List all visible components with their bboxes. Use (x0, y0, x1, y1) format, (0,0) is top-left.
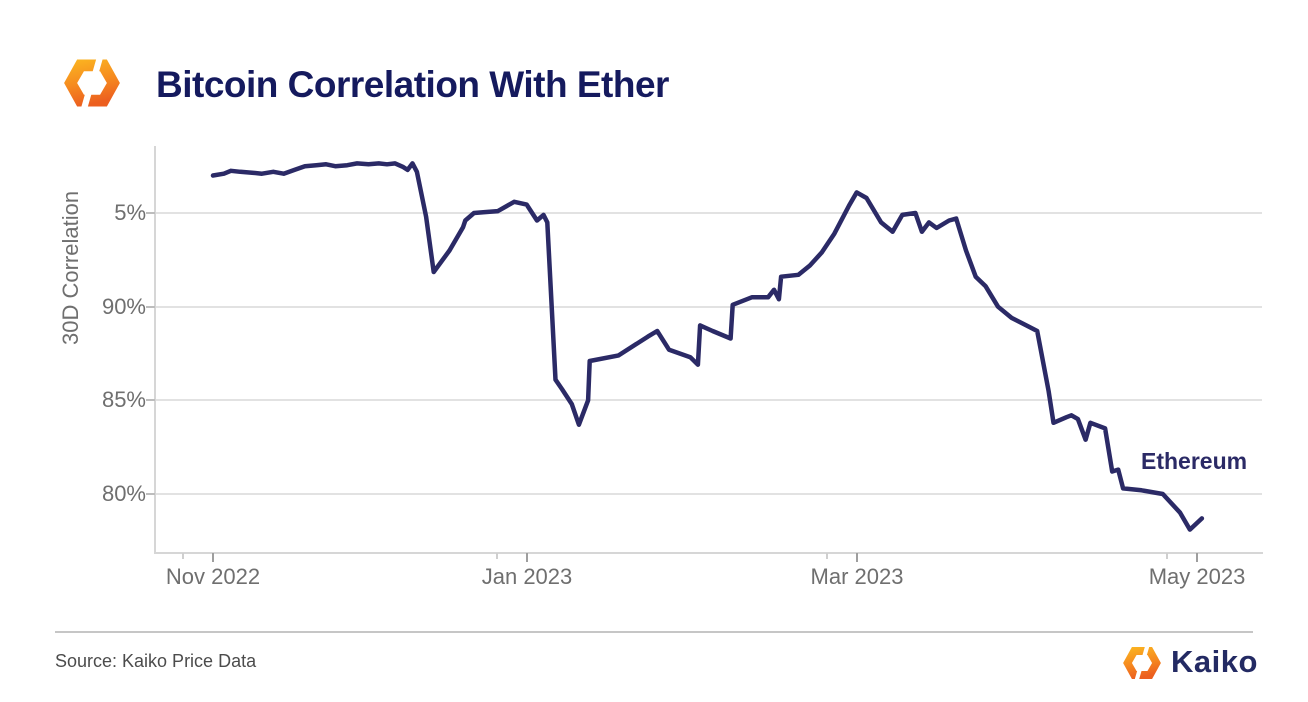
x-tick-label-may2023: May 2023 (1148, 564, 1246, 589)
x-tick-label-jan2023: Jan 2023 (481, 564, 573, 589)
source-note: Source: Kaiko Price Data (55, 651, 257, 671)
kaiko-mark-icon (61, 51, 123, 115)
footer-divider (55, 631, 1253, 633)
page-title: Bitcoin Correlation With Ether (156, 64, 669, 105)
y-tick-label-95: 5% (114, 200, 146, 225)
kaiko-mark-icon (1121, 641, 1163, 685)
gridlines (156, 212, 1262, 495)
y-tick-label-90: 90% (101, 294, 146, 319)
axis-lines (154, 146, 1263, 554)
y-tick-label-80: 80% (101, 481, 146, 506)
x-tick-marks (182, 553, 1198, 562)
series-label-ethereum: Ethereum (1141, 448, 1248, 474)
x-tick-label-nov2022: Nov 2022 (165, 564, 261, 589)
x-tick-label-mar2023: Mar 2023 (810, 564, 904, 589)
correlation-line-chart (146, 146, 1263, 562)
ethereum-series-line (210, 161, 1205, 532)
y-axis-title: 30D Correlation (58, 190, 83, 345)
y-tick-label-85: 85% (101, 387, 146, 412)
y-tick-marks (146, 212, 155, 495)
brand-wordmark: Kaiko (1171, 644, 1258, 679)
